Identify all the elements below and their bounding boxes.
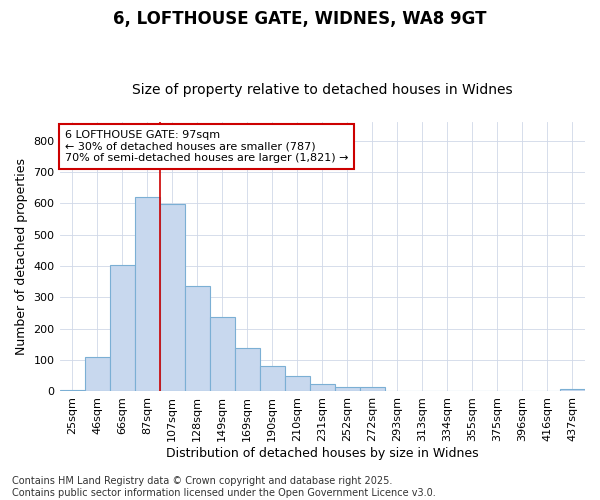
- Bar: [185, 286, 209, 392]
- Bar: [260, 366, 285, 392]
- Bar: [160, 204, 185, 392]
- Title: Size of property relative to detached houses in Widnes: Size of property relative to detached ho…: [132, 83, 512, 97]
- X-axis label: Distribution of detached houses by size in Widnes: Distribution of detached houses by size …: [166, 447, 479, 460]
- Bar: [310, 384, 335, 392]
- Bar: [360, 387, 385, 392]
- Text: 6 LOFTHOUSE GATE: 97sqm
← 30% of detached houses are smaller (787)
70% of semi-d: 6 LOFTHOUSE GATE: 97sqm ← 30% of detache…: [65, 130, 348, 163]
- Bar: [235, 348, 260, 392]
- Y-axis label: Number of detached properties: Number of detached properties: [15, 158, 28, 355]
- Bar: [134, 197, 160, 392]
- Bar: [110, 265, 134, 392]
- Text: Contains HM Land Registry data © Crown copyright and database right 2025.
Contai: Contains HM Land Registry data © Crown c…: [12, 476, 436, 498]
- Bar: [59, 390, 85, 392]
- Text: 6, LOFTHOUSE GATE, WIDNES, WA8 9GT: 6, LOFTHOUSE GATE, WIDNES, WA8 9GT: [113, 10, 487, 28]
- Bar: [285, 376, 310, 392]
- Bar: [560, 389, 585, 392]
- Bar: [209, 317, 235, 392]
- Bar: [335, 387, 360, 392]
- Bar: [85, 357, 110, 392]
